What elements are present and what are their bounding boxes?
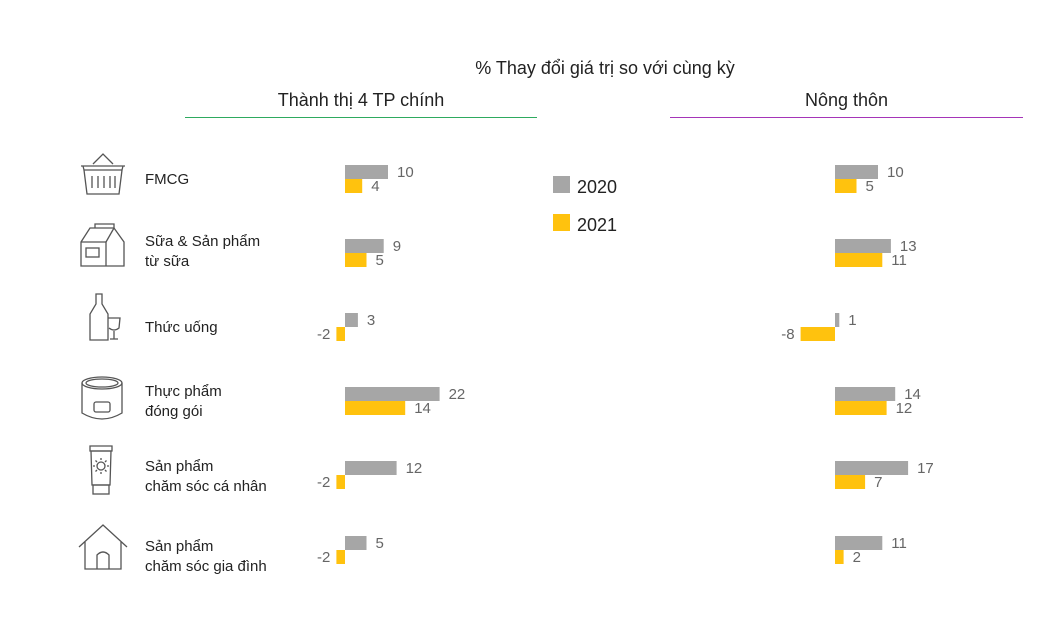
milk-carton-icon — [78, 220, 128, 270]
category-label-line: đóng gói — [145, 403, 203, 420]
data-label-rural-2020-4: 17 — [917, 460, 934, 477]
food-tin-icon — [78, 372, 128, 422]
urban-panel-title: Thành thị 4 TP chính — [277, 90, 445, 110]
data-label-rural-2021-1: 11 — [891, 252, 907, 269]
bar-rural-2020-2 — [835, 313, 840, 327]
basket-icon — [78, 150, 128, 200]
bar-rural-2021-5 — [835, 550, 844, 564]
data-label-rural-2021-5: 2 — [853, 549, 861, 566]
data-label-rural-2020-2: 1 — [848, 312, 856, 329]
category-label-line: Thực phẩm — [145, 383, 222, 400]
category-label-line: chăm sóc gia đình — [145, 558, 267, 575]
category-label-dairy: Sữa & Sản phẩm từ sữa — [145, 232, 260, 272]
data-label-urban-2020-3: 22 — [449, 386, 466, 403]
data-label-urban-2021-4: -2 — [317, 474, 330, 491]
data-label-urban-2020-0: 10 — [397, 164, 414, 181]
bar-urban-2020-4 — [345, 461, 397, 475]
category-label-line: Sữa & Sản phẩm — [145, 233, 261, 250]
category-label-line: FMCG — [145, 171, 190, 188]
category-label-line: Sản phẩm — [145, 458, 214, 475]
bar-rural-2021-2 — [800, 327, 835, 341]
data-label-rural-2021-0: 5 — [866, 178, 874, 195]
rural-panel-rule — [670, 117, 1023, 118]
bar-rural-2021-4 — [835, 475, 866, 489]
data-label-rural-2020-0: 10 — [887, 164, 904, 181]
data-label-rural-2020-1: 13 — [900, 238, 917, 255]
legend-swatch-2020 — [553, 176, 570, 193]
data-label-rural-2020-3: 14 — [904, 386, 921, 403]
urban-panel-rule — [185, 117, 537, 118]
data-label-urban-2021-5: -2 — [317, 549, 330, 566]
bar-rural-2020-0 — [835, 165, 878, 179]
data-label-urban-2020-1: 9 — [393, 238, 401, 255]
bar-rural-2020-4 — [835, 461, 909, 475]
bar-rural-2021-0 — [835, 179, 857, 193]
data-label-urban-2021-2: -2 — [317, 326, 330, 343]
bar-rural-2020-1 — [835, 239, 891, 253]
bar-rural-2020-3 — [835, 387, 896, 401]
bar-rural-2021-1 — [835, 253, 883, 267]
category-label-packaged-food: Thực phẩm đóng gói — [145, 382, 222, 422]
legend-label-2021: 2021 — [577, 215, 618, 235]
data-label-urban-2020-5: 5 — [376, 535, 384, 552]
bar-urban-2021-1 — [345, 253, 367, 267]
category-label-fmcg: FMCG — [145, 170, 189, 190]
house-icon — [78, 522, 128, 572]
bar-urban-2021-2 — [336, 327, 345, 341]
category-label-line: Sản phẩm — [145, 538, 214, 555]
bar-urban-2021-3 — [345, 401, 406, 415]
bar-urban-2020-5 — [345, 536, 367, 550]
bar-rural-2021-3 — [835, 401, 887, 415]
data-label-rural-2021-4: 7 — [874, 474, 882, 491]
chart-title: % Thay đổi giá trị so với cùng kỳ — [475, 58, 735, 78]
data-label-urban-2021-1: 5 — [376, 252, 384, 269]
bar-urban-2021-4 — [336, 475, 345, 489]
category-label-home-care: Sản phẩm chăm sóc gia đình — [145, 537, 267, 577]
data-label-rural-2021-2: -8 — [781, 326, 794, 343]
legend-swatch-2021 — [553, 214, 570, 231]
category-label-line: chăm sóc cá nhân — [145, 478, 267, 495]
bar-urban-2021-0 — [345, 179, 363, 193]
lotion-tube-icon — [78, 445, 128, 495]
bottle-glass-icon — [78, 292, 128, 342]
rural-panel-title: Nông thôn — [804, 90, 889, 110]
data-label-rural-2020-5: 11 — [891, 535, 907, 552]
category-label-line: từ sữa — [145, 253, 190, 270]
bar-urban-2020-0 — [345, 165, 388, 179]
bar-rural-2020-5 — [835, 536, 883, 550]
category-label-personal-care: Sản phẩm chăm sóc cá nhân — [145, 457, 267, 497]
data-label-urban-2021-3: 14 — [414, 400, 431, 417]
bar-urban-2020-2 — [345, 313, 358, 327]
data-label-urban-2020-4: 12 — [406, 460, 423, 477]
category-label-beverages: Thức uống — [145, 318, 218, 338]
data-label-urban-2020-2: 3 — [367, 312, 375, 329]
bar-urban-2020-3 — [345, 387, 440, 401]
data-label-rural-2021-3: 12 — [896, 400, 913, 417]
data-label-urban-2021-0: 4 — [371, 178, 379, 195]
bar-urban-2021-5 — [336, 550, 345, 564]
bar-urban-2020-1 — [345, 239, 384, 253]
legend-label-2020: 2020 — [577, 177, 618, 197]
category-label-line: Thức uống — [145, 319, 218, 336]
